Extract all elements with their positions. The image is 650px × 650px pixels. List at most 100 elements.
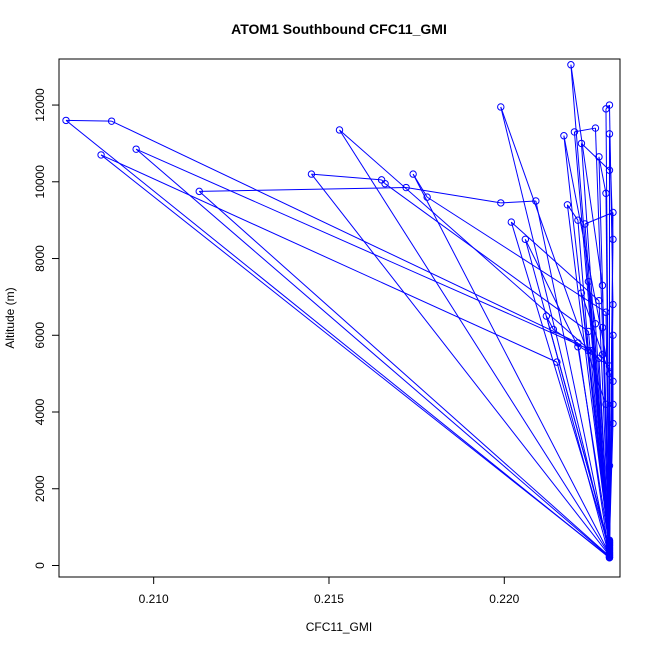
series-segment (605, 104, 610, 110)
y-tick-label: 6000 (33, 322, 47, 349)
series-segment (426, 196, 607, 313)
y-tick-label: 2000 (33, 475, 47, 502)
data-point (507, 218, 516, 226)
data-point (195, 187, 203, 196)
data-point (577, 289, 586, 297)
data-point (605, 166, 614, 174)
data-point (402, 183, 410, 192)
series-segment (135, 148, 610, 558)
data-point (605, 362, 614, 370)
data-point (609, 377, 617, 386)
data-point (584, 277, 593, 286)
x-tick-label: 0.215 (314, 592, 344, 606)
series-segment (545, 315, 610, 548)
series-segment (577, 346, 610, 548)
data-point (497, 199, 505, 207)
y-axis: 0 2000 4000 6000 8000 10000 12000 (33, 88, 60, 569)
series-lines (65, 64, 614, 559)
data-point (598, 350, 607, 359)
series-segment (412, 173, 428, 198)
series-segment (608, 423, 614, 541)
data-point (570, 128, 579, 136)
x-axis-label: CFC11_GMI (306, 620, 372, 634)
series-segment (510, 221, 600, 302)
x-tick-label: 0.220 (489, 592, 519, 606)
data-point (107, 117, 116, 125)
data-point (609, 400, 617, 409)
data-point (560, 132, 568, 140)
series-segment (384, 183, 589, 332)
data-point (605, 369, 614, 378)
data-point (605, 536, 614, 544)
data-point (574, 216, 582, 224)
series-segment (100, 154, 558, 363)
series-segment (580, 293, 610, 543)
data-point (584, 346, 593, 355)
x-tick-label: 0.210 (139, 592, 169, 606)
data-point (542, 312, 551, 320)
data-point (132, 145, 140, 153)
data-point (588, 346, 596, 355)
data-point (567, 61, 575, 69)
data-point (549, 325, 558, 334)
data-point (609, 300, 617, 309)
series-segment (535, 200, 610, 556)
series-segment (100, 154, 610, 558)
data-point (521, 235, 530, 244)
data-point (381, 180, 389, 188)
data-point (574, 343, 582, 351)
data-point (307, 170, 316, 178)
data-point (605, 130, 614, 138)
data-point (605, 101, 614, 109)
data-point (553, 358, 561, 366)
y-tick-label: 10000 (33, 165, 47, 199)
data-point (423, 193, 431, 201)
data-point (598, 323, 607, 332)
x-axis: 0.210 0.215 0.220 (139, 576, 520, 606)
series-segment (584, 212, 614, 225)
series-segment (563, 135, 610, 374)
data-point (497, 103, 505, 111)
y-tick-label: 4000 (33, 398, 47, 425)
data-point (595, 153, 603, 161)
data-point (581, 220, 589, 228)
series-segment (587, 281, 596, 324)
series-segment (524, 239, 579, 347)
series-segment (339, 129, 610, 556)
chart-title: ATOM1 Southbound CFC11_GMI (231, 21, 447, 37)
series-segment (311, 173, 610, 556)
data-point (598, 281, 607, 290)
series-points (62, 61, 617, 562)
series-segment (566, 204, 610, 547)
data-point (574, 339, 582, 347)
data-point (609, 331, 617, 339)
data-point (605, 462, 614, 470)
series-segment (594, 128, 603, 328)
series-segment (65, 120, 610, 559)
data-point (577, 139, 586, 148)
data-point (591, 124, 600, 132)
data-point (335, 126, 344, 134)
series-segment (573, 131, 610, 551)
series-segment (412, 173, 610, 555)
y-tick-label: 12000 (33, 88, 47, 122)
series-segment (198, 191, 610, 557)
series-segment (608, 133, 614, 240)
series-segment (135, 148, 593, 352)
y-axis-label: Altitude (m) (3, 287, 17, 348)
data-point (609, 419, 617, 428)
data-point (563, 201, 572, 209)
data-point (532, 197, 540, 205)
series-segment (381, 179, 386, 185)
series-segment (598, 156, 607, 194)
data-point (602, 189, 610, 197)
series-segment (199, 187, 407, 192)
series-segment (510, 221, 610, 549)
data-point (609, 235, 617, 244)
data-point (584, 327, 593, 336)
series-segment (339, 129, 600, 359)
data-point (609, 208, 617, 217)
series-segment (598, 300, 610, 548)
series-segment (311, 173, 382, 181)
